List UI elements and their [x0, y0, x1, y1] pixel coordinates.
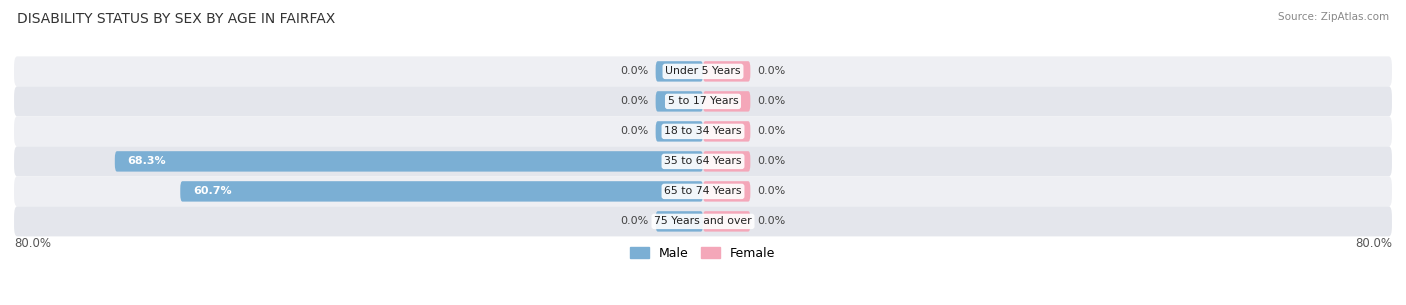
FancyBboxPatch shape	[703, 181, 751, 202]
Text: 0.0%: 0.0%	[758, 217, 786, 226]
Text: 0.0%: 0.0%	[620, 126, 648, 136]
FancyBboxPatch shape	[655, 91, 703, 112]
Text: Under 5 Years: Under 5 Years	[665, 66, 741, 76]
FancyBboxPatch shape	[14, 117, 1392, 146]
Text: 0.0%: 0.0%	[758, 126, 786, 136]
Text: 0.0%: 0.0%	[620, 66, 648, 76]
FancyBboxPatch shape	[703, 151, 751, 172]
FancyBboxPatch shape	[14, 206, 1392, 236]
FancyBboxPatch shape	[655, 121, 703, 142]
Legend: Male, Female: Male, Female	[626, 242, 780, 265]
FancyBboxPatch shape	[180, 181, 703, 202]
FancyBboxPatch shape	[115, 151, 703, 172]
Text: 80.0%: 80.0%	[1355, 237, 1392, 250]
FancyBboxPatch shape	[14, 176, 1392, 206]
Text: 0.0%: 0.0%	[758, 66, 786, 76]
Text: 0.0%: 0.0%	[758, 186, 786, 196]
Text: 5 to 17 Years: 5 to 17 Years	[668, 96, 738, 106]
Text: 60.7%: 60.7%	[193, 186, 232, 196]
FancyBboxPatch shape	[703, 211, 751, 231]
Text: 68.3%: 68.3%	[128, 156, 166, 167]
FancyBboxPatch shape	[655, 61, 703, 82]
Text: 65 to 74 Years: 65 to 74 Years	[664, 186, 742, 196]
Text: DISABILITY STATUS BY SEX BY AGE IN FAIRFAX: DISABILITY STATUS BY SEX BY AGE IN FAIRF…	[17, 12, 335, 26]
FancyBboxPatch shape	[14, 86, 1392, 117]
FancyBboxPatch shape	[655, 211, 703, 231]
FancyBboxPatch shape	[14, 146, 1392, 176]
FancyBboxPatch shape	[703, 91, 751, 112]
Text: 0.0%: 0.0%	[620, 217, 648, 226]
Text: 75 Years and over: 75 Years and over	[654, 217, 752, 226]
Text: Source: ZipAtlas.com: Source: ZipAtlas.com	[1278, 12, 1389, 22]
Text: 35 to 64 Years: 35 to 64 Years	[664, 156, 742, 167]
FancyBboxPatch shape	[14, 56, 1392, 86]
FancyBboxPatch shape	[703, 121, 751, 142]
Text: 0.0%: 0.0%	[758, 156, 786, 167]
FancyBboxPatch shape	[703, 61, 751, 82]
Text: 80.0%: 80.0%	[14, 237, 51, 250]
Text: 18 to 34 Years: 18 to 34 Years	[664, 126, 742, 136]
Text: 0.0%: 0.0%	[758, 96, 786, 106]
Text: 0.0%: 0.0%	[620, 96, 648, 106]
